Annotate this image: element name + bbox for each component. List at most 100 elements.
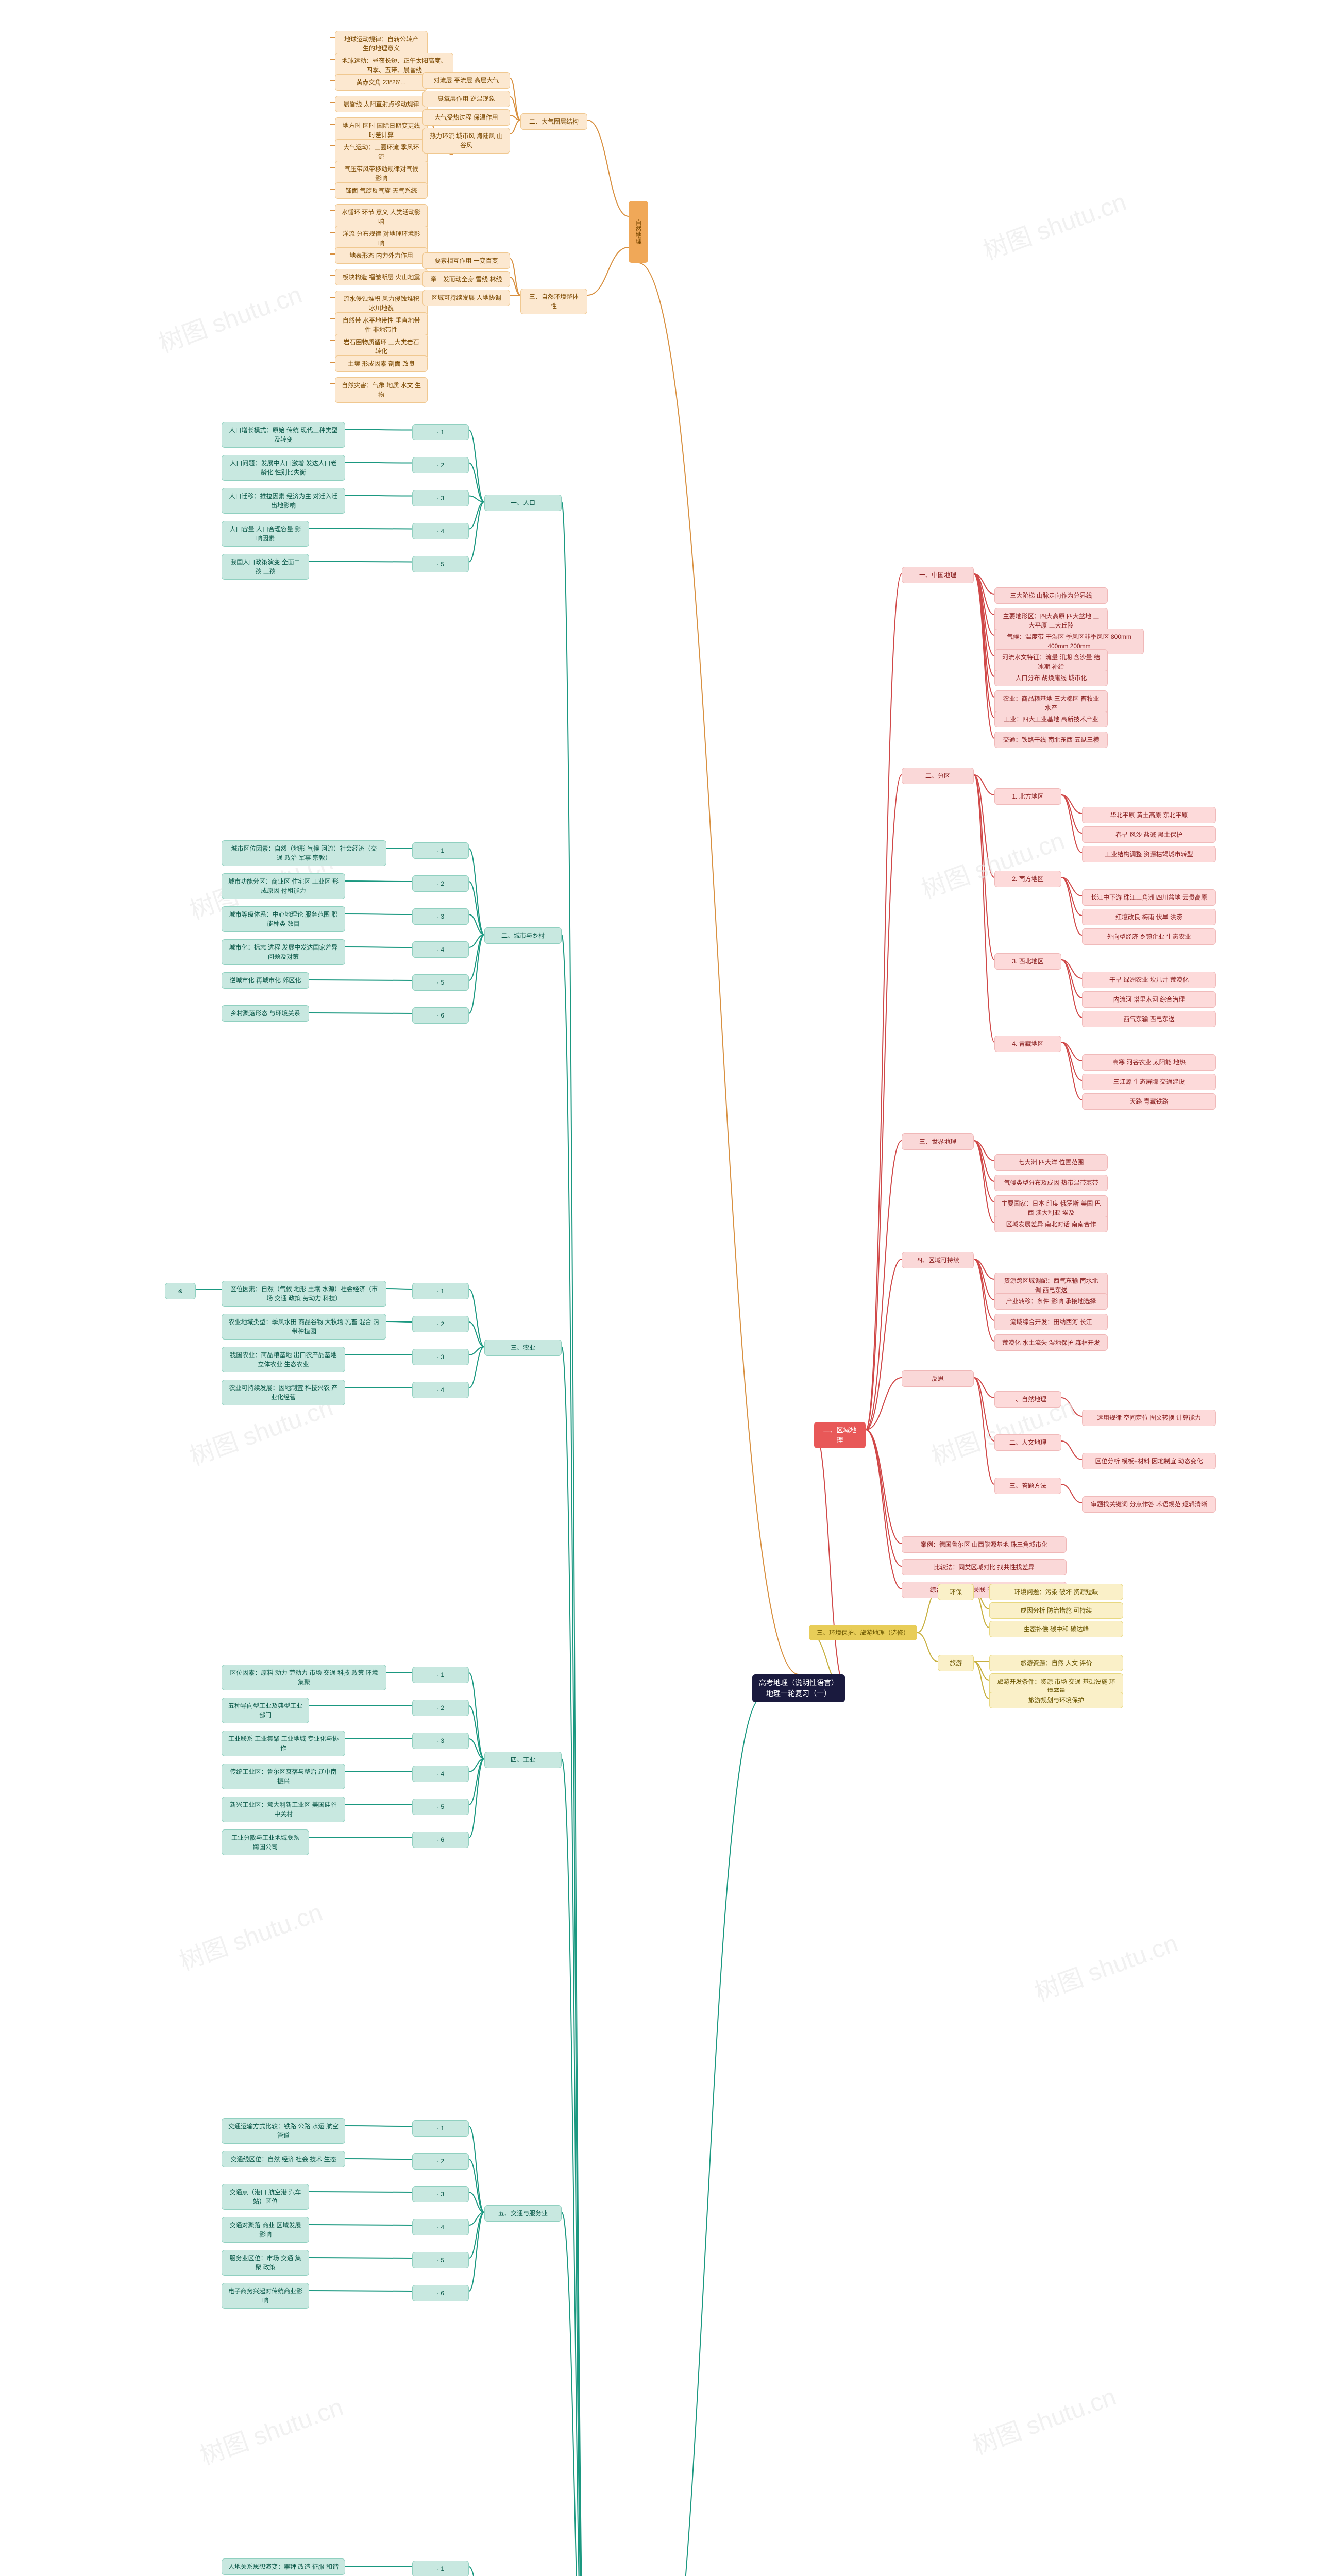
teal-ch2-leaf3: 农业可持续发展：因地制宜 科技兴农 产业化经营: [222, 1380, 345, 1405]
red-sec1-sub3-k2: 天路 青藏铁路: [1082, 1093, 1216, 1110]
red-sec1-sub0-k2: 工业结构调整 资源枯竭城市转型: [1082, 846, 1216, 862]
red-sec3-i1: 产业转移：条件 影响 承接地选择: [994, 1293, 1108, 1310]
teal-ch4-mid1: · 2: [412, 2153, 469, 2170]
red-sec-1: 二、分区: [902, 768, 974, 784]
teal-ch3-mid2: · 3: [412, 1733, 469, 1749]
teal-ch1-mid1: · 2: [412, 875, 469, 892]
orange-leaf-11: 板块构造 褶皱断层 火山地震: [335, 269, 428, 285]
orange-g1-1: 牵一发而动全身 雪线 林线: [422, 271, 510, 287]
root-node: 高考地理（说明性语言） 地理一轮复习（一）: [752, 1674, 845, 1702]
teal-ch1-leaf0: 城市区位因素：自然（地形 气候 河流）社会经济（交通 政治 军事 宗教）: [222, 840, 386, 866]
yellow-col-0: 环保: [938, 1584, 974, 1600]
teal-ch3-mid4: · 5: [412, 1799, 469, 1815]
red-sec1-sub2: 3. 西北地区: [994, 953, 1061, 970]
teal-ch4-leaf0: 交通运输方式比较：铁路 公路 水运 航空 管道: [222, 2118, 345, 2144]
teal-ch2-leaf2: 我国农业：商品粮基地 出口农产品基地 立体农业 生态农业: [222, 1347, 345, 1372]
teal-ch0-mid2: · 3: [412, 490, 469, 506]
teal-ch3-leaf4: 新兴工业区：意大利新工业区 美国硅谷 中关村: [222, 1797, 345, 1822]
red-sec1-sub1-k0: 长江中下游 珠江三角洲 四川盆地 云贵高原: [1082, 889, 1216, 906]
yellow-col1-i2: 旅游规划与环境保护: [989, 1692, 1123, 1708]
watermark: 树图 shutu.cn: [174, 1892, 327, 1977]
yellow-col1-i0: 旅游资源：自然 人文 评价: [989, 1655, 1123, 1671]
red-sec1-sub3-k1: 三江源 生态屏障 交通建设: [1082, 1074, 1216, 1090]
teal-ch3-mid1: · 2: [412, 1700, 469, 1716]
teal-ch0-leaf0: 人口增长模式：原始 传统 现代三种类型及转变: [222, 422, 345, 448]
teal-ch0-mid0: · 1: [412, 424, 469, 440]
teal-ch1-leaf1: 城市功能分区：商业区 住宅区 工业区 形成原因 付租能力: [222, 873, 345, 899]
watermark: 树图 shutu.cn: [916, 820, 1069, 905]
orange-leaf-10: 地表形态 内力外力作用: [335, 247, 428, 264]
red-sec4-sub0: 一、自然地理: [994, 1391, 1061, 1408]
teal-ch0-mid4: · 5: [412, 556, 469, 572]
red-sec3-i2: 流域综合开发：田纳西河 长江: [994, 1314, 1108, 1330]
teal-ch0-mid3: · 4: [412, 523, 469, 539]
red-sec1-sub3-k0: 高寒 河谷农业 太阳能 地热: [1082, 1054, 1216, 1071]
red-sec1-sub2-k0: 干旱 绿洲农业 坎儿井 荒漠化: [1082, 972, 1216, 988]
teal-ch1-leaf3: 城市化：标志 进程 发展中发达国家差异 问题及对策: [222, 939, 345, 965]
teal-ch4-mid3: · 4: [412, 2219, 469, 2235]
red-sec1-sub0-k1: 春旱 风沙 盐碱 黑土保护: [1082, 826, 1216, 843]
teal-ch4-mid5: · 6: [412, 2285, 469, 2301]
red-sec2-i3: 区域发展差异 南北对话 南南合作: [994, 1216, 1108, 1232]
teal-ch-1: 二、城市与乡村: [484, 927, 562, 944]
teal-ch1-mid2: · 3: [412, 908, 469, 925]
teal-ch4-mid2: · 3: [412, 2186, 469, 2202]
orange-g0-2: 大气受热过程 保温作用: [422, 109, 510, 126]
orange-group-0: 二、大气圈层结构: [520, 113, 587, 130]
watermark: 树图 shutu.cn: [967, 2376, 1120, 2461]
branch-yellow: 三、环境保护、旅游地理（选修）: [809, 1625, 917, 1640]
orange-g1-2: 区域可持续发展 人地协调: [422, 290, 510, 306]
red-sec4-sub2-k0: 审题找关键词 分点作答 术语规范 逻辑清晰: [1082, 1496, 1216, 1513]
yellow-col0-i2: 生态补偿 碳中和 碳达峰: [989, 1621, 1123, 1637]
teal-ch-2: 三、农业: [484, 1340, 562, 1356]
teal-ch4-leaf5: 电子商务兴起对传统商业影响: [222, 2283, 309, 2309]
teal-ch-3: 四、工业: [484, 1752, 562, 1768]
teal-ch3-leaf2: 工业联系 工业集聚 工业地域 专业化与协作: [222, 1731, 345, 1756]
red-sec-3: 四、区域可持续: [902, 1252, 974, 1268]
red-sec-4: 反思: [902, 1370, 974, 1387]
teal-ch1-mid0: · 1: [412, 842, 469, 859]
teal-ch1-mid3: · 4: [412, 941, 469, 958]
red-sec0-i6: 工业：四大工业基地 高新技术产业: [994, 711, 1108, 727]
teal-ch3-mid5: · 6: [412, 1832, 469, 1848]
orange-leaf-15: 土壤 形成因素 剖面 改良: [335, 355, 428, 372]
red-sec1-sub3: 4. 青藏地区: [994, 1036, 1061, 1052]
orange-leaf-7: 锋面 气旋反气旋 天气系统: [335, 182, 428, 199]
teal-ch2-leaf0: 区位因素：自然（气候 地形 土壤 水源）社会经济（市场 交通 政策 劳动力 科技…: [222, 1281, 386, 1307]
orange-leaf-16: 自然灾害：气象 地质 水文 生物: [335, 377, 428, 403]
teal-ch2-mid3: · 4: [412, 1382, 469, 1398]
teal-ch0-mid1: · 2: [412, 457, 469, 473]
red-sec1-sub2-k2: 西气东输 西电东送: [1082, 1011, 1216, 1027]
teal-ch-4: 五、交通与服务业: [484, 2205, 562, 2222]
watermark: 树图 shutu.cn: [977, 181, 1130, 266]
red-sec1-sub1-k1: 红壤改良 梅雨 伏旱 洪涝: [1082, 909, 1216, 925]
red-sec1-sub1: 2. 南方地区: [994, 871, 1061, 887]
teal-ch-0: 一、人口: [484, 495, 562, 511]
teal-ch1-mid5: · 6: [412, 1007, 469, 1024]
red-sec1-sub0-k0: 华北平原 黄土高原 东北平原: [1082, 807, 1216, 823]
teal-ch0-leaf3: 人口容量 人口合理容量 影响因素: [222, 521, 309, 547]
teal-ch4-leaf3: 交通对聚落 商业 区域发展影响: [222, 2217, 309, 2243]
orange-leaf-3: 晨昏线 太阳直射点移动规律: [335, 96, 428, 112]
red-sec0-i4: 人口分布 胡焕庸线 城市化: [994, 670, 1108, 686]
connector-layer: [0, 0, 1319, 2576]
branch-orange: 自然地理: [629, 201, 648, 263]
red-sec3-i3: 荒漠化 水土流失 湿地保护 森林开发: [994, 1334, 1108, 1351]
teal-ch1-leaf5: 乡村聚落形态 与环境关系: [222, 1005, 309, 1022]
teal-ch3-leaf3: 传统工业区：鲁尔区衰落与整治 辽中南振兴: [222, 1764, 345, 1789]
watermark: 树图 shutu.cn: [1029, 1923, 1182, 2008]
teal-ch3-leaf1: 五种导向型工业及典型工业部门: [222, 1698, 309, 1723]
teal-ch4-leaf2: 交通点（港口 航空港 汽车站）区位: [222, 2184, 309, 2210]
red-sec1-sub1-k2: 外向型经济 乡镇企业 生态农业: [1082, 928, 1216, 945]
red-sec-2: 三、世界地理: [902, 1133, 974, 1150]
watermark: 树图 shutu.cn: [194, 2386, 347, 2471]
yellow-col-1: 旅游: [938, 1655, 974, 1671]
red-sec2-i0: 七大洲 四大洋 位置范围: [994, 1154, 1108, 1171]
orange-g1-0: 要素相互作用 一变百变: [422, 252, 510, 269]
teal-ch4-leaf1: 交通线区位：自然 经济 社会 技术 生态: [222, 2151, 345, 2167]
orange-g0-0: 对流层 平流层 高层大气: [422, 72, 510, 89]
red-sec0-i7: 交通：铁路干线 南北东西 五纵三横: [994, 732, 1108, 748]
teal-ch2-xx0: ※: [165, 1283, 196, 1299]
teal-ch2-mid2: · 3: [412, 1349, 469, 1365]
teal-ch1-leaf4: 逆城市化 再城市化 郊区化: [222, 972, 309, 989]
